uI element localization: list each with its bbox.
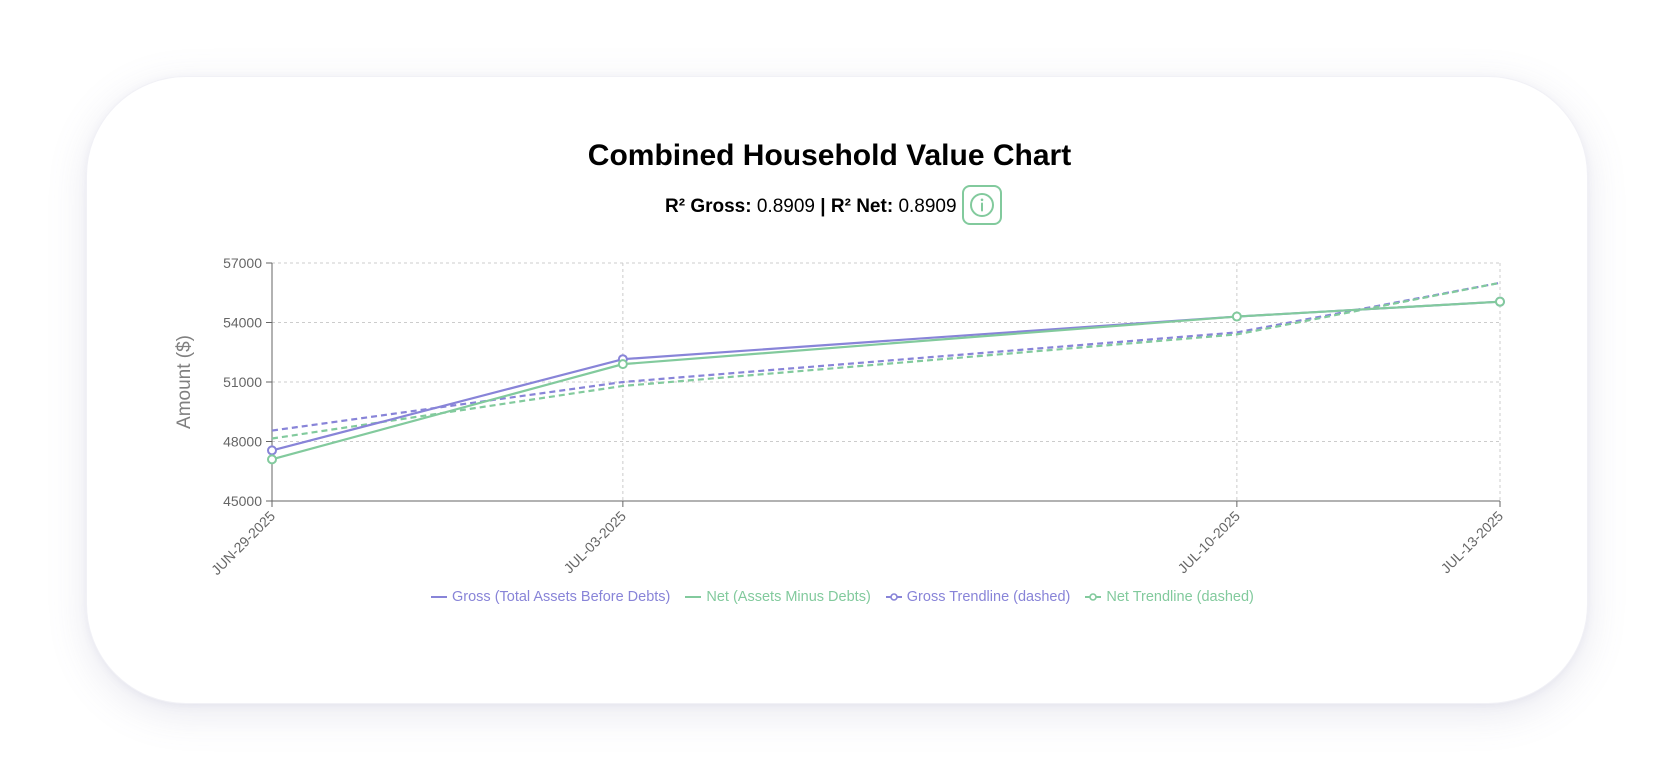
x-tick-label: JUL-13-2025 bbox=[1438, 508, 1507, 577]
net-r2-label: R² Net: bbox=[830, 196, 894, 217]
net-data-point bbox=[1495, 296, 1505, 307]
legend-line-icon bbox=[685, 596, 702, 598]
legend-circle-line-icon bbox=[1085, 593, 1102, 601]
net-data-point bbox=[617, 359, 628, 370]
line-chart: 45000 48000 51000 54000 57000 JUN-29-2025 JUL-… bbox=[174, 255, 1507, 578]
info-button[interactable] bbox=[962, 185, 1002, 225]
y-tick-label: 57000 bbox=[223, 255, 262, 271]
y-tick-label: 51000 bbox=[223, 374, 262, 390]
legend-line-icon bbox=[431, 596, 447, 598]
legend-label: Net (Assets Minus Debts) bbox=[706, 589, 871, 605]
legend-item[interactable]: Net (Assets Minus Debts) bbox=[684, 589, 871, 605]
net-data-point bbox=[267, 454, 277, 465]
net-r2-value: 0.8909 bbox=[898, 196, 957, 217]
legend-item[interactable]: Gross (Total Assets Before Debts) bbox=[430, 589, 670, 605]
gross-line bbox=[271, 300, 1501, 452]
legend-circle-line-icon bbox=[885, 593, 902, 601]
chart-legend: Gross (Total Assets Before Debts) Net (As… bbox=[430, 589, 1268, 605]
y-tick-label: 45000 bbox=[223, 493, 262, 509]
legend-label: Net Trendline (dashed) bbox=[1106, 589, 1254, 605]
chart-card bbox=[86, 76, 1588, 704]
net-data-point bbox=[1231, 311, 1242, 322]
chart-title: Combined Household Value Chart bbox=[587, 139, 1072, 172]
r2-separator: | bbox=[820, 196, 826, 217]
net-trendline bbox=[271, 281, 1501, 440]
net-line bbox=[271, 300, 1501, 461]
legend-label: Gross Trendline (dashed) bbox=[906, 589, 1071, 605]
y-tick-label: 48000 bbox=[223, 434, 262, 450]
r-squared-summary: R² Gross: 0.8909 | R² Net: 0.8909 bbox=[665, 196, 957, 218]
x-tick-label: JUN-29-2025 bbox=[208, 508, 278, 578]
x-tick-label: JUL-03-2025 bbox=[560, 508, 629, 577]
x-tick-label: JUL-10-2025 bbox=[1174, 508, 1243, 577]
y-tick-label: 54000 bbox=[223, 315, 262, 331]
legend-item[interactable]: Gross Trendline (dashed) bbox=[885, 589, 1071, 605]
y-axis-title: Amount ($) bbox=[174, 335, 195, 429]
gross-data-point bbox=[267, 445, 277, 456]
legend-label: Gross (Total Assets Before Debts) bbox=[452, 589, 671, 605]
info-circle-icon bbox=[970, 193, 994, 217]
gross-r2-label: R² Gross: bbox=[665, 196, 752, 217]
gross-r2-value: 0.8909 bbox=[756, 196, 815, 217]
legend-item[interactable]: Net Trendline (dashed) bbox=[1084, 589, 1254, 605]
